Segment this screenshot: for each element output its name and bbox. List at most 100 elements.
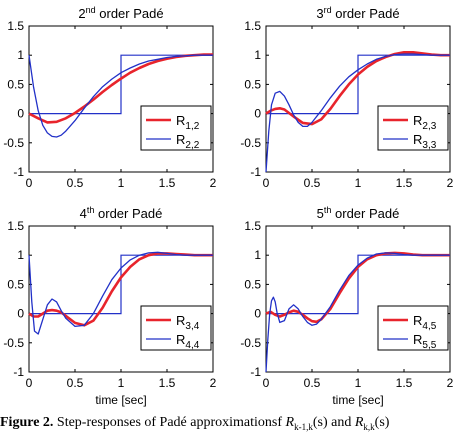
title-superscript: th bbox=[324, 205, 332, 215]
legend-name: R bbox=[176, 113, 185, 128]
legend-name: R bbox=[176, 313, 185, 328]
y-tick-label: 0.5 bbox=[244, 77, 261, 91]
x-axis-label: time [sec] bbox=[332, 393, 383, 407]
legend-subscript: 1,2 bbox=[185, 121, 199, 132]
legend-name: R bbox=[413, 113, 422, 128]
legend-box bbox=[377, 305, 449, 351]
legend-name: R bbox=[176, 332, 185, 347]
caption-symbol-2: R bbox=[354, 415, 364, 430]
caption-mid: (s) and bbox=[312, 415, 355, 430]
caption-symbol-1: R bbox=[285, 415, 295, 430]
caption-subscript-1: k-1,k bbox=[294, 421, 313, 432]
legend-name: R bbox=[413, 332, 422, 347]
title-rest: order Padé bbox=[332, 6, 400, 21]
x-tick-label: 2 bbox=[210, 376, 217, 390]
x-tick-label: 0 bbox=[26, 176, 33, 190]
subplot-2: 0 0.5 1 1.5 2 -1 -0.5 0 0.5 1 1.5 3rd order Padé R2,… bbox=[240, 5, 453, 190]
title-rest: order Padé bbox=[94, 206, 162, 221]
x-tick-label: 1 bbox=[355, 176, 362, 190]
legend-subscript: 3,4 bbox=[185, 321, 199, 332]
x-tick-label: 1.5 bbox=[159, 176, 176, 190]
series-line-R4,5 bbox=[265, 251, 450, 324]
y-tick-label: 1.5 bbox=[244, 219, 261, 233]
step-input-line bbox=[29, 254, 213, 315]
legend-box bbox=[140, 105, 212, 151]
series-line-R5,5 bbox=[265, 252, 450, 373]
y-tick-label: 0 bbox=[17, 107, 24, 121]
legend: R2,3R3,3 bbox=[377, 105, 449, 151]
x-tick-label: 0.5 bbox=[304, 176, 321, 190]
y-tick-label: -0.5 bbox=[3, 336, 24, 350]
title-superscript: th bbox=[87, 205, 95, 215]
title-superscript: nd bbox=[86, 5, 96, 15]
y-tick-label: 0.5 bbox=[7, 277, 24, 291]
figure-caption: Figure 2. Step-responses of Padé approxi… bbox=[0, 414, 474, 432]
y-tick-label: -0.5 bbox=[3, 136, 24, 150]
y-tick-label: 1.5 bbox=[7, 219, 24, 233]
caption-end: (s) bbox=[374, 415, 390, 430]
y-tick-label: 1.5 bbox=[244, 19, 261, 33]
chart-title: 5th order Padé bbox=[317, 205, 400, 221]
title-superscript: rd bbox=[324, 5, 332, 15]
legend-subscript: 3,3 bbox=[422, 140, 436, 151]
y-tick-label: 0 bbox=[254, 107, 261, 121]
legend-subscript: 5,5 bbox=[422, 340, 436, 351]
y-tick-label: 0 bbox=[254, 307, 261, 321]
y-tick-label: -0.5 bbox=[240, 136, 261, 150]
y-tick-label: 1 bbox=[17, 48, 24, 62]
x-tick-label: 1.5 bbox=[396, 376, 413, 390]
y-tick-label: 1.5 bbox=[7, 19, 24, 33]
y-tick-label: 1 bbox=[17, 248, 24, 262]
legend-name: R bbox=[413, 313, 422, 328]
chart-title: 4th order Padé bbox=[80, 205, 163, 221]
y-tick-label: 1 bbox=[254, 248, 261, 262]
series-line-R3,3 bbox=[265, 53, 450, 173]
legend-entry: R1,2 bbox=[176, 113, 200, 132]
legend-entry: R5,5 bbox=[413, 332, 437, 351]
x-tick-label: 2 bbox=[447, 376, 454, 390]
title-order: 2 bbox=[78, 6, 85, 21]
legend-entry: R4,5 bbox=[413, 313, 437, 332]
y-tick-label: 1 bbox=[254, 48, 261, 62]
series-line-R2,3 bbox=[265, 50, 450, 126]
x-tick-label: 1 bbox=[118, 376, 125, 390]
caption-label: Figure 2. bbox=[0, 415, 54, 430]
y-tick-label: -1 bbox=[13, 165, 24, 179]
legend: R1,2R2,2 bbox=[140, 105, 212, 151]
x-tick-label: 1 bbox=[118, 176, 125, 190]
y-tick-label: -1 bbox=[250, 365, 261, 379]
legend-entry: R2,2 bbox=[176, 132, 200, 151]
legend-box bbox=[377, 105, 449, 151]
series-line-R2,2 bbox=[28, 54, 213, 138]
y-tick-label: -1 bbox=[250, 165, 261, 179]
chart-title: 3rd order Padé bbox=[316, 5, 399, 21]
series-line-R4,4 bbox=[28, 251, 213, 335]
x-tick-label: 1.5 bbox=[396, 176, 413, 190]
subplot-3: 0 0.5 1 1.5 2 -1 -0.5 0 0.5 1 1.5 4th order Padé tim… bbox=[3, 205, 216, 407]
x-tick-label: 0.5 bbox=[67, 376, 84, 390]
x-tick-label: 2 bbox=[447, 176, 454, 190]
legend-subscript: 2,3 bbox=[422, 121, 436, 132]
legend: R4,5R5,5 bbox=[377, 305, 449, 351]
caption-subscript-2: k,k bbox=[363, 421, 375, 432]
y-tick-label: 0.5 bbox=[244, 277, 261, 291]
legend-subscript: 4,4 bbox=[185, 340, 199, 351]
x-tick-label: 1 bbox=[355, 376, 362, 390]
legend-subscript: 2,2 bbox=[185, 140, 199, 151]
title-rest: order Padé bbox=[331, 206, 399, 221]
x-tick-label: 0.5 bbox=[304, 376, 321, 390]
x-tick-label: 0 bbox=[26, 376, 33, 390]
legend: R3,4R4,4 bbox=[140, 305, 212, 351]
title-order: 4 bbox=[80, 206, 87, 221]
y-tick-label: 0.5 bbox=[7, 77, 24, 91]
y-tick-label: -0.5 bbox=[240, 336, 261, 350]
title-order: 5 bbox=[317, 206, 324, 221]
x-tick-label: 0 bbox=[263, 376, 270, 390]
caption-text: Step-responses of Padé approximationsf bbox=[53, 415, 286, 430]
step-input-line bbox=[266, 54, 450, 115]
legend-name: R bbox=[413, 132, 422, 147]
chart-title: 2nd order Padé bbox=[78, 5, 163, 21]
y-tick-label: -1 bbox=[13, 365, 24, 379]
subplot-4: 0 0.5 1 1.5 2 -1 -0.5 0 0.5 1 1.5 5th order Padé tim… bbox=[240, 205, 453, 407]
